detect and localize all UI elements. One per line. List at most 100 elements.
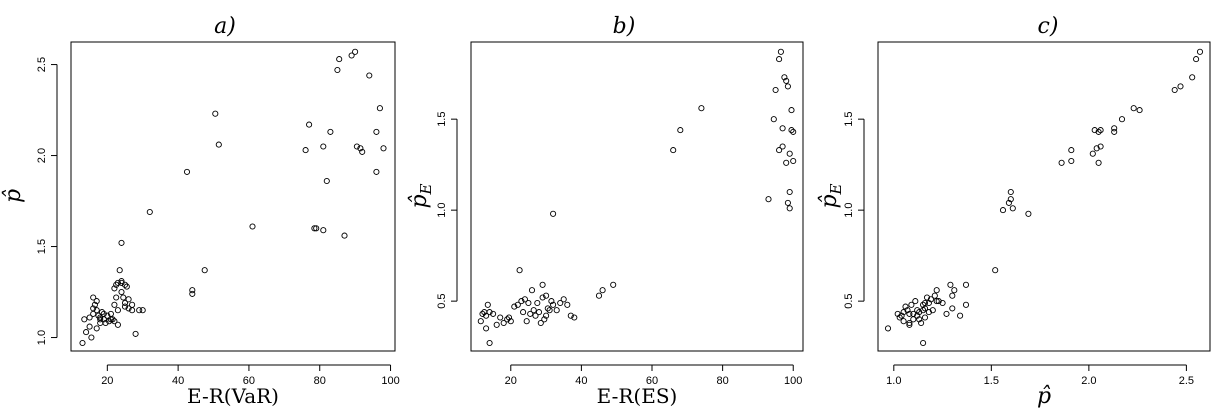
data-point bbox=[86, 323, 93, 330]
data-point bbox=[610, 281, 617, 288]
data-point bbox=[348, 52, 355, 59]
data-point bbox=[1089, 150, 1096, 157]
data-point bbox=[962, 301, 970, 308]
data-point bbox=[949, 305, 956, 312]
data-points bbox=[884, 48, 1204, 347]
data-point bbox=[116, 267, 123, 274]
data-point bbox=[992, 267, 999, 274]
data-point bbox=[212, 110, 219, 117]
data-point bbox=[571, 314, 578, 321]
x-tick-label: 100 bbox=[381, 375, 399, 387]
data-point bbox=[479, 310, 486, 317]
panel-title: b) bbox=[613, 14, 636, 39]
data-point bbox=[900, 309, 907, 316]
y-tick-label: 1.0 bbox=[436, 203, 448, 218]
data-point bbox=[914, 307, 921, 314]
data-point bbox=[931, 292, 938, 299]
data-point bbox=[353, 143, 360, 150]
y-tick-label: 1.5 bbox=[436, 112, 448, 127]
data-point bbox=[908, 301, 915, 308]
x-tick-label: 100 bbox=[784, 375, 802, 387]
data-point bbox=[951, 287, 958, 294]
data-point bbox=[523, 318, 530, 325]
data-point bbox=[1097, 143, 1104, 150]
y-axis-label: p̂ bbox=[1, 189, 26, 203]
y-tick-label: 1.5 bbox=[843, 112, 855, 127]
data-point bbox=[906, 321, 913, 328]
panel-title: c) bbox=[1038, 14, 1059, 39]
x-tick-label: 40 bbox=[172, 375, 184, 387]
data-point bbox=[896, 314, 903, 321]
data-point bbox=[548, 298, 555, 305]
data-point bbox=[1007, 196, 1014, 203]
x-tick-label: 20 bbox=[505, 375, 517, 387]
x-tick-label: 20 bbox=[101, 375, 113, 387]
data-point bbox=[320, 227, 327, 234]
x-tick-label: 1.0 bbox=[886, 375, 901, 387]
data-point bbox=[201, 267, 208, 274]
data-point bbox=[1111, 128, 1118, 135]
x-tick-label: 1.5 bbox=[984, 375, 999, 387]
data-point bbox=[97, 314, 104, 321]
data-point bbox=[189, 287, 196, 294]
data-point bbox=[918, 319, 925, 327]
y-axis-label: p̂E bbox=[407, 183, 435, 208]
data-point bbox=[107, 316, 114, 323]
data-point bbox=[537, 319, 544, 327]
data-point bbox=[323, 177, 330, 185]
svg-text:p̂E: p̂E bbox=[817, 183, 845, 208]
data-point bbox=[118, 278, 125, 285]
y-tick-label: 1.0 bbox=[843, 203, 855, 218]
data-point bbox=[527, 310, 534, 317]
x-axis: 20 40 60 80 100 bbox=[505, 364, 802, 387]
data-point bbox=[352, 48, 359, 55]
data-point bbox=[311, 225, 318, 232]
data-point bbox=[120, 294, 127, 301]
data-point bbox=[1007, 188, 1014, 196]
data-point bbox=[1136, 107, 1143, 114]
data-point bbox=[912, 298, 919, 305]
data-point bbox=[86, 314, 93, 321]
plot-frame bbox=[470, 41, 804, 352]
data-point bbox=[334, 66, 341, 74]
data-point bbox=[484, 301, 491, 308]
data-point bbox=[550, 301, 557, 308]
data-point bbox=[376, 105, 383, 112]
panel-a: a) 20 40 60 80 100 1.0 1.5 2.0 2.5 E-R(VaR) p̂ bbox=[1, 14, 400, 408]
data-point bbox=[543, 292, 550, 299]
data-point bbox=[90, 305, 97, 312]
data-point bbox=[539, 294, 546, 301]
data-point bbox=[336, 56, 343, 63]
data-point bbox=[1111, 125, 1118, 132]
data-point bbox=[783, 159, 790, 166]
data-point bbox=[516, 267, 523, 274]
data-point bbox=[118, 279, 125, 286]
data-point bbox=[81, 316, 88, 323]
x-axis-label: p̂ bbox=[1037, 384, 1051, 409]
data-point bbox=[786, 150, 793, 157]
data-point bbox=[783, 77, 790, 84]
x-tick-label: 80 bbox=[716, 375, 728, 387]
data-point bbox=[111, 301, 118, 308]
data-point bbox=[884, 325, 892, 332]
x-tick-label: 60 bbox=[243, 375, 255, 387]
data-point bbox=[1097, 127, 1104, 134]
data-point bbox=[366, 72, 373, 79]
data-point bbox=[776, 147, 783, 154]
data-point bbox=[779, 143, 786, 150]
data-point bbox=[483, 312, 490, 319]
data-point bbox=[88, 334, 95, 341]
data-point bbox=[100, 310, 107, 317]
data-point bbox=[249, 223, 256, 230]
data-point bbox=[541, 316, 548, 323]
data-point bbox=[102, 319, 109, 327]
plot-frame bbox=[70, 41, 396, 352]
x-tick-label: 40 bbox=[575, 375, 587, 387]
data-point bbox=[504, 316, 511, 323]
data-point bbox=[532, 312, 539, 319]
x-axis: 20 40 60 80 100 bbox=[101, 364, 400, 387]
data-point bbox=[359, 148, 366, 155]
data-point bbox=[910, 310, 917, 317]
panel-title: a) bbox=[214, 14, 236, 39]
data-point bbox=[765, 196, 772, 203]
